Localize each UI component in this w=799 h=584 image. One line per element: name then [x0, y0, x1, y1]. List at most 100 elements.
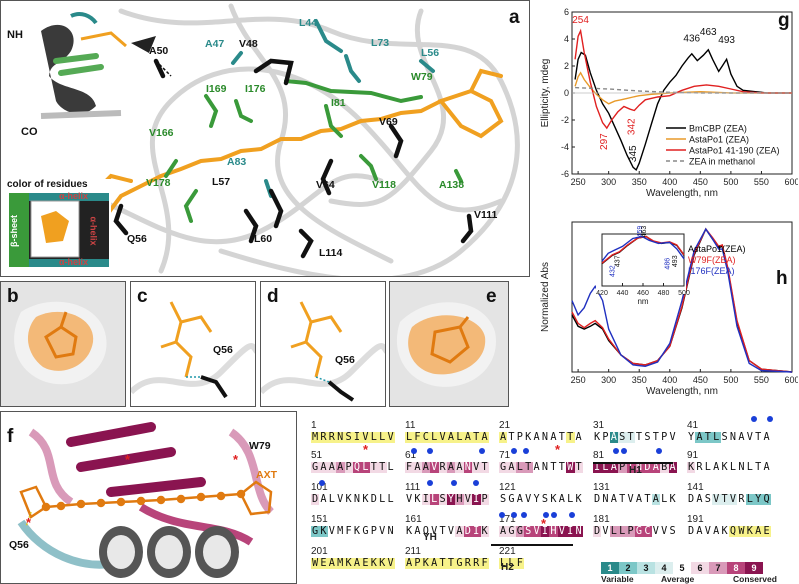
panel-f-q56: Q56 [9, 539, 29, 551]
residue-letter: T [626, 432, 635, 443]
res-l44: L44 [299, 17, 318, 29]
residue-letter: T [574, 462, 583, 473]
sequence-position-number: 61 [405, 450, 417, 461]
residue-letter: L [745, 462, 755, 473]
panel-g-label: g [778, 10, 790, 31]
residue-letter: T [446, 558, 456, 569]
legend-sheet: β-sheet [9, 214, 20, 248]
residue-letter: L [386, 462, 395, 473]
residue-letter: T [703, 432, 713, 443]
contact-dot [451, 480, 457, 486]
residue-letter: D [687, 526, 696, 537]
h-legend-label: AstaPo1(ZEA) [688, 244, 746, 254]
g-ytick-label: 0 [564, 88, 569, 98]
residue-letter: K [405, 526, 414, 537]
residue-letter: T [634, 432, 644, 443]
panel-c-q56: Q56 [213, 344, 233, 356]
panel-e: e [389, 281, 509, 407]
residue-letter: I [472, 526, 481, 537]
res-v69: V69 [379, 116, 398, 128]
residue-letter: T [643, 494, 652, 505]
res-a138: A138 [439, 179, 465, 191]
sequence-alignment: 1 M R R N S I V L L V 11 L F C L V A L A T A 21 A T P K A N A T T A 31 K P A… [311, 414, 799, 584]
residue-letter: T [549, 462, 558, 473]
contact-dot [521, 512, 527, 518]
res-l57: L57 [212, 176, 231, 188]
residue-letter: R [327, 432, 337, 443]
residue-letter: S [438, 494, 447, 505]
residue-letter: N [634, 462, 644, 473]
residue-letter: P [413, 558, 422, 569]
residue-letter: V [361, 432, 370, 443]
residue-letter: A [319, 494, 328, 505]
residue-letter: A [336, 462, 345, 473]
residue-letter: T [557, 462, 567, 473]
res-v48: V48 [239, 38, 258, 50]
residue-letter: L [386, 494, 395, 505]
g-xtick-label: 450 [693, 177, 708, 187]
g-legend-label: ZEA in methanol [689, 157, 755, 167]
residue-letter: I [472, 494, 481, 505]
residue-letter: I [566, 526, 575, 537]
residue-letter: K [593, 432, 602, 443]
residue-letter: T [754, 462, 763, 473]
panel-a: NH CO color of residues β-sheet α-helix … [0, 0, 530, 277]
h-xlabel: Wavelength, nm [646, 386, 718, 397]
helix-label: H1 [629, 465, 642, 476]
residue-letter: R [438, 462, 447, 473]
residue-letter: N [737, 462, 746, 473]
residue-letter: G [499, 462, 508, 473]
residue-letter: C [643, 526, 652, 537]
residue-letter: A [754, 526, 763, 537]
residue-letter: S [618, 432, 627, 443]
panel-e-surface [396, 302, 496, 387]
residue-letter: V [532, 526, 541, 537]
residue-letter: A [413, 526, 422, 537]
residue-letter: A [557, 494, 567, 505]
sequence-position-number: 121 [499, 482, 516, 493]
residue-letter: T [480, 462, 489, 473]
h-xtick-label: 350 [632, 375, 647, 385]
residue-letter: L [361, 462, 370, 473]
h-xtick-label: 600 [784, 375, 798, 385]
g-annotation-black: 493 [718, 35, 735, 46]
g-annotation-red: 297 [599, 133, 610, 150]
residue-letter: D [463, 526, 473, 537]
residue-letter: P [601, 432, 610, 443]
sequence-position-number: 31 [593, 420, 605, 431]
contact-dot [499, 512, 505, 518]
residue-letter: K [352, 526, 362, 537]
legend-title: color of residues [7, 179, 88, 190]
residue-letter: L [660, 494, 669, 505]
residue-letter: A [609, 494, 619, 505]
sequence-position-number: 91 [687, 450, 699, 461]
sequence-position-number: 191 [687, 514, 704, 525]
scale-cell: 1 [601, 562, 619, 574]
h-xtick-label: 300 [601, 375, 616, 385]
h-series-2-line [571, 227, 793, 373]
residue-letter: A [762, 462, 771, 473]
residue-letter: K [524, 432, 533, 443]
panel-b: b [0, 281, 126, 407]
residue-letter: G [507, 494, 516, 505]
residue-letter: K [319, 526, 328, 537]
h-inset-annotation-blue: 486 [665, 258, 672, 270]
residue-letter: K [378, 558, 387, 569]
scale-cell: 9 [745, 562, 763, 574]
residue-letter: V [327, 526, 337, 537]
contact-dot [543, 512, 549, 518]
sequence-position-number: 1 [311, 420, 317, 431]
residue-letter: V [626, 494, 635, 505]
sequence-position-number: 181 [593, 514, 610, 525]
res-i169: I169 [206, 83, 227, 95]
g-xtick-label: 300 [601, 177, 616, 187]
residue-letter: R [737, 494, 746, 505]
residue-letter: P [515, 432, 525, 443]
residue-letter: N [574, 526, 583, 537]
residue-letter: K [549, 494, 558, 505]
